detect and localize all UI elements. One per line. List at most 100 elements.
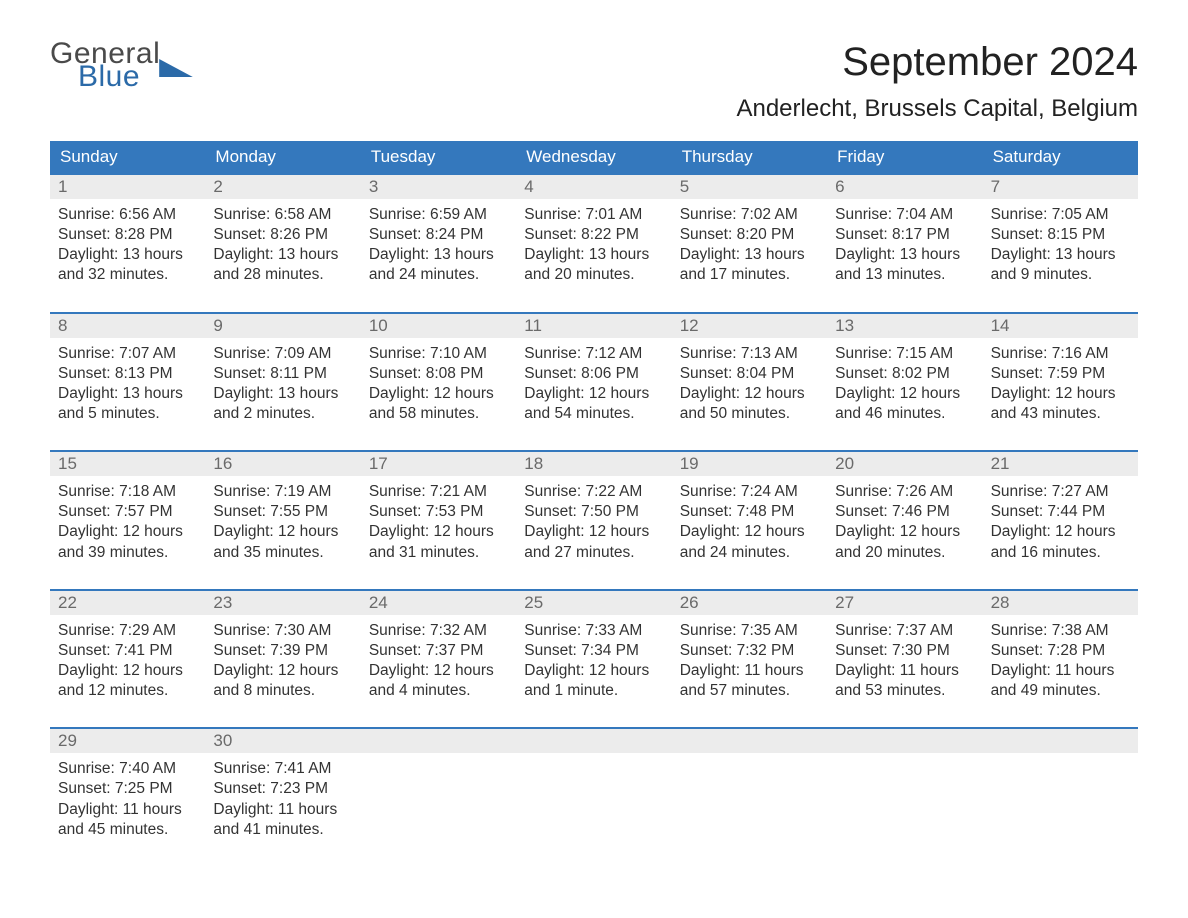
day-cell: Sunrise: 7:29 AMSunset: 7:41 PMDaylight:… bbox=[50, 615, 205, 728]
brand-logo: General Blue bbox=[50, 40, 188, 91]
day-cell: Sunrise: 7:12 AMSunset: 8:06 PMDaylight:… bbox=[516, 338, 671, 451]
day-number: 23 bbox=[205, 591, 360, 615]
sunrise-line: Sunrise: 6:56 AM bbox=[58, 205, 197, 225]
day-cell: Sunrise: 7:18 AMSunset: 7:57 PMDaylight:… bbox=[50, 476, 205, 589]
calendar-table: SundayMondayTuesdayWednesdayThursdayFrid… bbox=[50, 141, 1138, 866]
day-number: 22 bbox=[50, 591, 205, 615]
daylight-line2: and 58 minutes. bbox=[369, 404, 508, 424]
daylight-line1: Daylight: 12 hours bbox=[835, 522, 974, 542]
day-number: 10 bbox=[361, 314, 516, 338]
daylight-line2: and 46 minutes. bbox=[835, 404, 974, 424]
sunrise-line: Sunrise: 7:33 AM bbox=[524, 621, 663, 641]
sunrise-line: Sunrise: 7:32 AM bbox=[369, 621, 508, 641]
daylight-line1: Daylight: 11 hours bbox=[680, 661, 819, 681]
daylight-line2: and 54 minutes. bbox=[524, 404, 663, 424]
day-number bbox=[983, 729, 1138, 753]
title-block: September 2024 Anderlecht, Brussels Capi… bbox=[736, 40, 1138, 123]
sunrise-line: Sunrise: 7:24 AM bbox=[680, 482, 819, 502]
day-number: 13 bbox=[827, 314, 982, 338]
sunrise-line: Sunrise: 7:01 AM bbox=[524, 205, 663, 225]
weekday-header: Tuesday bbox=[361, 141, 516, 173]
day-cell: Sunrise: 7:27 AMSunset: 7:44 PMDaylight:… bbox=[983, 476, 1138, 589]
day-number: 8 bbox=[50, 314, 205, 338]
sunrise-line: Sunrise: 7:37 AM bbox=[835, 621, 974, 641]
daylight-line2: and 41 minutes. bbox=[213, 820, 352, 840]
day-cell: Sunrise: 7:33 AMSunset: 7:34 PMDaylight:… bbox=[516, 615, 671, 728]
day-number bbox=[361, 729, 516, 753]
sunset-line: Sunset: 7:53 PM bbox=[369, 502, 508, 522]
daylight-line1: Daylight: 12 hours bbox=[524, 661, 663, 681]
weekday-header: Thursday bbox=[672, 141, 827, 173]
day-number: 11 bbox=[516, 314, 671, 338]
sunset-line: Sunset: 8:28 PM bbox=[58, 225, 197, 245]
daylight-line1: Daylight: 13 hours bbox=[58, 384, 197, 404]
sunset-line: Sunset: 7:28 PM bbox=[991, 641, 1130, 661]
sunset-line: Sunset: 7:30 PM bbox=[835, 641, 974, 661]
calendar-week: 15161718192021Sunrise: 7:18 AMSunset: 7:… bbox=[50, 450, 1138, 589]
daylight-line1: Daylight: 11 hours bbox=[835, 661, 974, 681]
day-number: 16 bbox=[205, 452, 360, 476]
daynum-row: 22232425262728 bbox=[50, 591, 1138, 615]
day-cell bbox=[983, 753, 1138, 866]
daylight-line1: Daylight: 12 hours bbox=[680, 522, 819, 542]
sunset-line: Sunset: 8:24 PM bbox=[369, 225, 508, 245]
sunrise-line: Sunrise: 7:05 AM bbox=[991, 205, 1130, 225]
day-cell: Sunrise: 7:40 AMSunset: 7:25 PMDaylight:… bbox=[50, 753, 205, 866]
day-number: 18 bbox=[516, 452, 671, 476]
day-cell: Sunrise: 7:02 AMSunset: 8:20 PMDaylight:… bbox=[672, 199, 827, 312]
sunrise-line: Sunrise: 6:59 AM bbox=[369, 205, 508, 225]
sunset-line: Sunset: 8:13 PM bbox=[58, 364, 197, 384]
sunrise-line: Sunrise: 7:29 AM bbox=[58, 621, 197, 641]
day-cell: Sunrise: 6:59 AMSunset: 8:24 PMDaylight:… bbox=[361, 199, 516, 312]
day-cell: Sunrise: 6:58 AMSunset: 8:26 PMDaylight:… bbox=[205, 199, 360, 312]
daylight-line1: Daylight: 12 hours bbox=[524, 522, 663, 542]
daylight-line1: Daylight: 12 hours bbox=[369, 522, 508, 542]
daylight-line2: and 2 minutes. bbox=[213, 404, 352, 424]
day-number: 25 bbox=[516, 591, 671, 615]
sunset-line: Sunset: 7:59 PM bbox=[991, 364, 1130, 384]
daylight-line1: Daylight: 12 hours bbox=[213, 661, 352, 681]
sunrise-line: Sunrise: 7:41 AM bbox=[213, 759, 352, 779]
day-number: 1 bbox=[50, 175, 205, 199]
day-number: 4 bbox=[516, 175, 671, 199]
daylight-line1: Daylight: 12 hours bbox=[213, 522, 352, 542]
sunrise-line: Sunrise: 7:09 AM bbox=[213, 344, 352, 364]
sunrise-line: Sunrise: 7:22 AM bbox=[524, 482, 663, 502]
calendar-week: 891011121314Sunrise: 7:07 AMSunset: 8:13… bbox=[50, 312, 1138, 451]
sunset-line: Sunset: 7:34 PM bbox=[524, 641, 663, 661]
day-cell: Sunrise: 7:41 AMSunset: 7:23 PMDaylight:… bbox=[205, 753, 360, 866]
day-number bbox=[672, 729, 827, 753]
sunset-line: Sunset: 8:26 PM bbox=[213, 225, 352, 245]
day-cell: Sunrise: 7:16 AMSunset: 7:59 PMDaylight:… bbox=[983, 338, 1138, 451]
sunset-line: Sunset: 7:39 PM bbox=[213, 641, 352, 661]
day-cell: Sunrise: 7:32 AMSunset: 7:37 PMDaylight:… bbox=[361, 615, 516, 728]
sunset-line: Sunset: 8:15 PM bbox=[991, 225, 1130, 245]
sunrise-line: Sunrise: 7:15 AM bbox=[835, 344, 974, 364]
daylight-line2: and 9 minutes. bbox=[991, 265, 1130, 285]
daylight-line2: and 12 minutes. bbox=[58, 681, 197, 701]
sunset-line: Sunset: 8:17 PM bbox=[835, 225, 974, 245]
sunrise-line: Sunrise: 7:27 AM bbox=[991, 482, 1130, 502]
day-cell: Sunrise: 7:35 AMSunset: 7:32 PMDaylight:… bbox=[672, 615, 827, 728]
daylight-line2: and 35 minutes. bbox=[213, 543, 352, 563]
daylight-line2: and 17 minutes. bbox=[680, 265, 819, 285]
daylight-line2: and 57 minutes. bbox=[680, 681, 819, 701]
sunset-line: Sunset: 8:11 PM bbox=[213, 364, 352, 384]
daylight-line1: Daylight: 12 hours bbox=[524, 384, 663, 404]
daynum-row: 15161718192021 bbox=[50, 452, 1138, 476]
sunset-line: Sunset: 7:48 PM bbox=[680, 502, 819, 522]
daylight-line1: Daylight: 12 hours bbox=[58, 661, 197, 681]
day-cell: Sunrise: 7:30 AMSunset: 7:39 PMDaylight:… bbox=[205, 615, 360, 728]
day-number: 6 bbox=[827, 175, 982, 199]
daylight-line2: and 49 minutes. bbox=[991, 681, 1130, 701]
daylight-line1: Daylight: 12 hours bbox=[58, 522, 197, 542]
day-cell: Sunrise: 7:09 AMSunset: 8:11 PMDaylight:… bbox=[205, 338, 360, 451]
daylight-line2: and 13 minutes. bbox=[835, 265, 974, 285]
day-cell: Sunrise: 7:07 AMSunset: 8:13 PMDaylight:… bbox=[50, 338, 205, 451]
weekday-header: Sunday bbox=[50, 141, 205, 173]
daylight-line1: Daylight: 11 hours bbox=[213, 800, 352, 820]
day-number: 26 bbox=[672, 591, 827, 615]
day-number: 20 bbox=[827, 452, 982, 476]
day-number bbox=[516, 729, 671, 753]
sunrise-line: Sunrise: 6:58 AM bbox=[213, 205, 352, 225]
